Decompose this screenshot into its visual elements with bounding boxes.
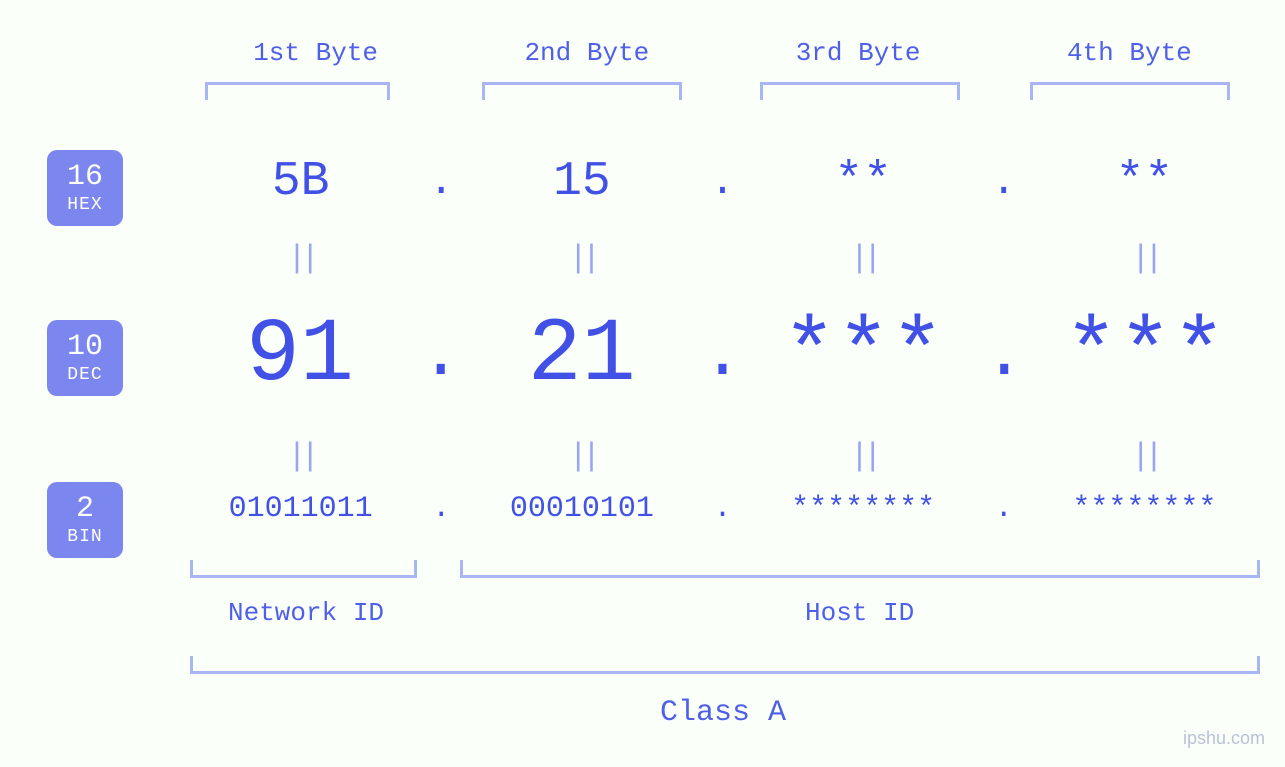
bin-row: 01011011 . 00010101 . ******** . *******…	[180, 492, 1265, 526]
dot: .	[703, 492, 743, 526]
bin-byte-4: ********	[1024, 492, 1265, 526]
network-bracket	[190, 560, 417, 578]
hex-byte-1: 5B	[180, 155, 421, 209]
equals: ||	[743, 438, 984, 475]
badge-bin-num: 2	[76, 494, 94, 524]
class-label: Class A	[660, 696, 786, 730]
byte-headers: 1st Byte 2nd Byte 3rd Byte 4th Byte	[180, 38, 1265, 68]
bin-byte-3: ********	[743, 492, 984, 526]
hex-row: 5B . 15 . ** . **	[180, 155, 1265, 209]
badge-bin-txt: BIN	[67, 528, 102, 546]
top-bracket-3	[760, 82, 960, 100]
dec-row: 91 . 21 . *** . ***	[180, 305, 1265, 407]
equals: ||	[180, 240, 421, 277]
top-bracket-2	[482, 82, 682, 100]
equals: ||	[1024, 240, 1265, 277]
watermark: ipshu.com	[1183, 728, 1265, 749]
badge-hex: 16 HEX	[47, 150, 123, 226]
top-bracket-1	[205, 82, 390, 100]
badge-hex-txt: HEX	[67, 196, 102, 214]
hex-byte-4: **	[1024, 155, 1265, 209]
badge-dec-num: 10	[67, 332, 103, 362]
dot: .	[701, 317, 743, 396]
equals-row-1: || || || ||	[180, 240, 1265, 277]
dec-byte-3: ***	[744, 305, 984, 407]
byte-header-3: 3rd Byte	[723, 38, 994, 68]
dec-byte-1: 91	[180, 305, 420, 407]
equals: ||	[180, 438, 421, 475]
badge-dec: 10 DEC	[47, 320, 123, 396]
equals: ||	[743, 240, 984, 277]
badge-bin: 2 BIN	[47, 482, 123, 558]
equals: ||	[461, 240, 702, 277]
byte-header-1: 1st Byte	[180, 38, 451, 68]
bin-byte-2: 00010101	[461, 492, 702, 526]
equals-row-2: || || || ||	[180, 438, 1265, 475]
network-id-label: Network ID	[228, 598, 384, 628]
dot: .	[983, 317, 1025, 396]
dot: .	[984, 158, 1024, 206]
equals: ||	[461, 438, 702, 475]
class-bracket	[190, 656, 1260, 674]
hex-byte-3: **	[743, 155, 984, 209]
hex-byte-2: 15	[461, 155, 702, 209]
host-bracket	[460, 560, 1260, 578]
badge-dec-txt: DEC	[67, 366, 102, 384]
dot: .	[703, 158, 743, 206]
dot: .	[420, 317, 462, 396]
byte-header-4: 4th Byte	[994, 38, 1265, 68]
byte-header-2: 2nd Byte	[451, 38, 722, 68]
badge-hex-num: 16	[67, 162, 103, 192]
dot: .	[984, 492, 1024, 526]
dot: .	[421, 492, 461, 526]
equals: ||	[1024, 438, 1265, 475]
dec-byte-2: 21	[462, 305, 702, 407]
dot: .	[421, 158, 461, 206]
bin-byte-1: 01011011	[180, 492, 421, 526]
top-bracket-4	[1030, 82, 1230, 100]
host-id-label: Host ID	[805, 598, 914, 628]
dec-byte-4: ***	[1025, 305, 1265, 407]
